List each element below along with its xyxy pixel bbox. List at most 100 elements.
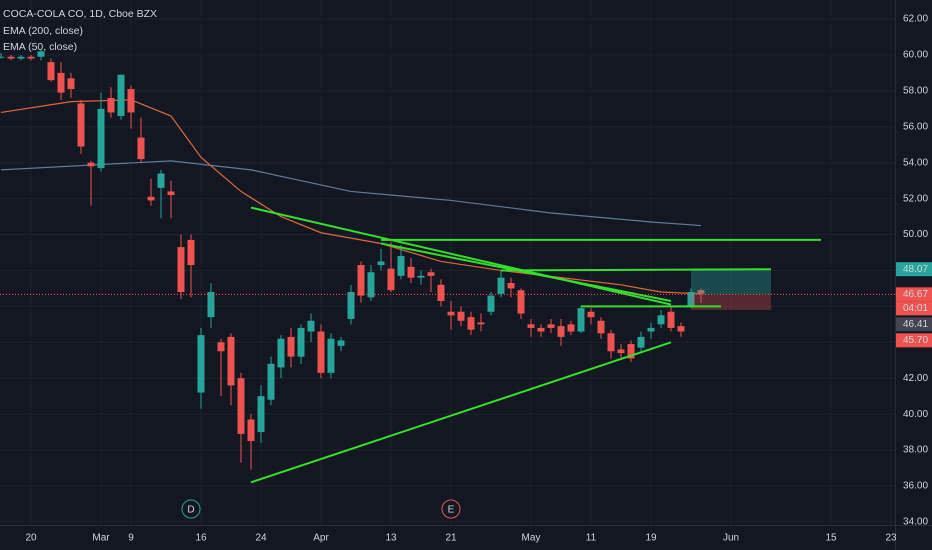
candle-body	[137, 137, 145, 160]
candle-body	[357, 265, 365, 296]
price-label-bg	[896, 333, 932, 348]
x-tick-label: 20	[25, 533, 37, 544]
candle-body	[347, 292, 355, 319]
x-tick-label: 23	[885, 533, 897, 544]
candle-body	[127, 89, 135, 113]
candle-body	[507, 283, 515, 289]
candle-body	[287, 336, 295, 357]
candle-body	[257, 396, 265, 433]
candle-body	[677, 326, 685, 332]
candle-body	[147, 196, 155, 201]
candle-body	[307, 320, 315, 332]
y-tick-label: 60.00	[903, 50, 928, 61]
x-tick-label: May	[522, 533, 541, 544]
candle-body	[647, 327, 655, 332]
chart-title: COCA-COLA CO, 1D, Cboe BZX	[3, 8, 157, 20]
candle-body	[387, 268, 395, 291]
candle-body	[667, 311, 675, 328]
price-label-bg	[896, 317, 932, 332]
x-tick-label: 24	[255, 533, 267, 544]
candle-body	[297, 327, 305, 357]
trendline	[250, 206, 672, 306]
price-label: 45.70	[903, 335, 928, 346]
y-tick-label: 62.00	[903, 14, 928, 25]
ema-line	[0, 99, 702, 295]
candle-body	[517, 290, 525, 314]
candle-body	[407, 266, 415, 278]
y-tick-label: 34.00	[903, 517, 928, 528]
candle-body	[587, 311, 595, 318]
candle-body	[527, 324, 535, 328]
countdown: 04:01	[903, 303, 928, 314]
x-tick-label: Jun	[723, 533, 739, 544]
candle-body	[467, 317, 475, 330]
event-label: E	[448, 505, 455, 516]
candle-body	[397, 256, 405, 276]
candle-body	[697, 290, 705, 294]
candle-body	[117, 74, 125, 117]
candle-body	[337, 340, 345, 346]
candle-body	[627, 344, 635, 359]
event-marker	[441, 499, 461, 519]
countdown-bg	[896, 301, 932, 316]
y-tick-label: 50.00	[903, 229, 928, 240]
candle-body	[247, 419, 255, 442]
candle-body	[597, 320, 605, 334]
candle-body	[77, 103, 85, 147]
candle-body	[447, 311, 455, 316]
candle-body	[317, 331, 325, 373]
candle-body	[197, 335, 205, 393]
candle-body	[227, 336, 235, 386]
x-tick-label: Apr	[313, 533, 329, 544]
candle-body	[277, 338, 285, 368]
x-tick-label: 15	[825, 533, 837, 544]
y-tick-label: 38.00	[903, 445, 928, 456]
y-tick-label: 58.00	[903, 86, 928, 97]
candle-body	[567, 324, 575, 332]
candle-body	[497, 277, 505, 294]
trendline	[380, 242, 672, 302]
candle-body	[207, 292, 215, 318]
event-label: D	[187, 505, 194, 516]
candle-body	[537, 327, 545, 332]
candle-body	[657, 315, 665, 325]
trendline	[500, 268, 772, 272]
candle-body	[607, 333, 615, 352]
candle-body	[547, 324, 555, 328]
position-stop	[691, 294, 771, 310]
plot-area	[0, 0, 895, 526]
y-tick-label: 40.00	[903, 409, 928, 420]
position-target	[691, 269, 771, 295]
candle-body	[557, 326, 565, 337]
candle-body	[457, 311, 465, 321]
candle-body	[27, 56, 35, 59]
ema-line	[0, 160, 702, 227]
candle-body	[187, 239, 195, 266]
candle-body	[327, 338, 335, 373]
x-tick-label: 16	[195, 533, 207, 544]
candle-body	[577, 308, 585, 332]
price-label: 46.67	[903, 289, 928, 300]
candle-body	[217, 342, 225, 352]
x-tick-label: 9	[128, 533, 134, 544]
candle-body	[437, 284, 445, 301]
candle-body	[17, 56, 25, 59]
candle-body	[487, 295, 495, 312]
candle-body	[47, 62, 55, 81]
candle-body	[157, 173, 165, 188]
candle-body	[427, 272, 435, 276]
candle-body	[7, 56, 15, 59]
candle-body	[377, 261, 385, 266]
x-tick-label: 19	[645, 533, 657, 544]
candle-body	[107, 98, 115, 113]
price-label-bg	[896, 287, 932, 302]
candle-body	[37, 51, 45, 57]
candle-body	[477, 322, 485, 325]
y-tick-label: 56.00	[903, 121, 928, 132]
x-tick-label: Mar	[92, 533, 110, 544]
candle-body	[87, 162, 95, 167]
candle-body	[67, 78, 75, 90]
candle-body	[687, 292, 695, 307]
x-tick-label: 21	[445, 533, 457, 544]
